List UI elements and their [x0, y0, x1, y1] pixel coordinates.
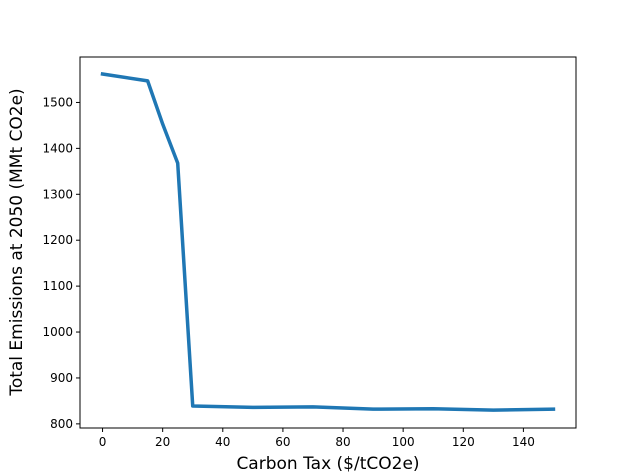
x-tick-label: 140 [512, 435, 535, 449]
x-tick-label: 20 [155, 435, 170, 449]
y-tick-label: 800 [50, 417, 73, 431]
x-axis-label: Carbon Tax ($/tCO2e) [236, 454, 419, 474]
y-tick-label: 900 [50, 371, 73, 385]
x-tick-label: 120 [452, 435, 475, 449]
x-tick-label: 80 [335, 435, 350, 449]
y-tick-label: 1100 [42, 279, 73, 293]
y-tick-label: 1000 [42, 325, 73, 339]
series-layer [100, 71, 556, 412]
ticks-layer: 0 20 40 60 80 100 120 140 800 900 1000 1100 1200 1300… [42, 95, 534, 449]
x-tick-label: 0 [99, 435, 107, 449]
plot-area-frame [79, 56, 577, 429]
y-tick-label: 1500 [42, 95, 73, 109]
y-tick-label: 1400 [42, 141, 73, 155]
series-line [100, 71, 556, 412]
x-tick-label: 60 [275, 435, 290, 449]
y-tick-label: 1300 [42, 187, 73, 201]
y-axis-label: Total Emissions at 2050 (MMt CO2e) [7, 88, 27, 396]
x-tick-label: 100 [392, 435, 415, 449]
y-tick-label: 1200 [42, 233, 73, 247]
x-tick-label: 40 [215, 435, 230, 449]
